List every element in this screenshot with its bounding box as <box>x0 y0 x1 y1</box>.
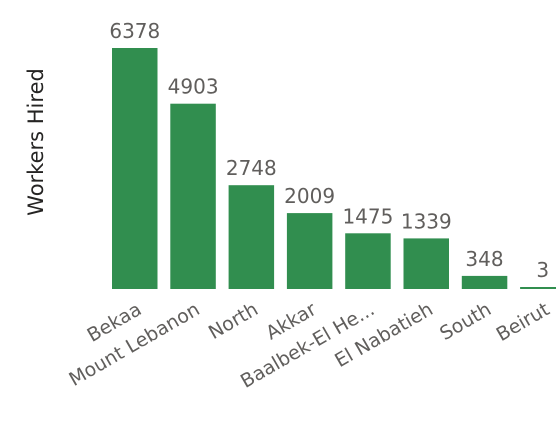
bar-1[interactable] <box>170 103 216 289</box>
data-label-5: 1339 <box>401 209 452 233</box>
data-label-1: 4903 <box>168 75 219 99</box>
bar-4[interactable] <box>345 233 391 289</box>
data-labels-group: 6378 4903 2748 2009 1475 1339 348 3 <box>109 19 549 282</box>
data-label-4: 1475 <box>342 204 393 228</box>
x-tick-label-6: South <box>436 298 495 345</box>
x-tick-label-7: Beirut <box>493 298 554 346</box>
y-axis-label: Workers Hired <box>24 68 48 216</box>
bar-6[interactable] <box>461 275 508 289</box>
data-label-7: 3 <box>536 258 549 282</box>
bars-group <box>112 48 556 289</box>
bar-3[interactable] <box>286 213 333 289</box>
data-label-6: 348 <box>465 247 503 271</box>
x-tick-label-2: North <box>205 298 262 344</box>
data-label-3: 2009 <box>284 184 335 208</box>
bar-0[interactable] <box>112 48 158 289</box>
data-label-0: 6378 <box>109 19 160 43</box>
bar-5[interactable] <box>403 238 450 289</box>
bar-2[interactable] <box>228 185 275 289</box>
data-label-2: 2748 <box>226 156 277 180</box>
bar-7[interactable] <box>520 287 556 289</box>
